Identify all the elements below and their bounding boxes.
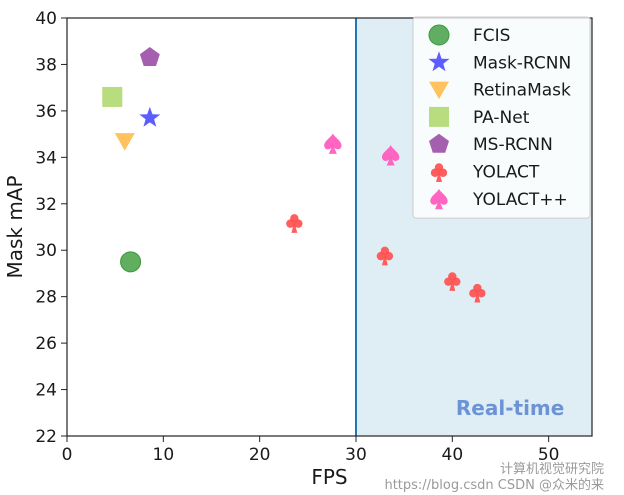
y-tick-label: 40 [35,9,57,29]
legend-marker-fcis [428,24,450,46]
axes-frame [66,17,593,437]
legend-label-retinamask: RetinaMask [473,81,571,101]
realtime-label: Real-time [456,396,564,420]
watermark-line1: 计算机视觉研究院 [500,462,604,477]
y-tick-label: 28 [35,288,57,308]
x-tick-label: 30 [345,445,367,465]
legend-label-yolactplusplus: YOLACT++ [472,190,568,210]
x-tick-label: 40 [442,445,464,465]
legend-marker-pa-net [429,106,449,127]
data-point-mask-rcnn [139,106,161,127]
y-tick-label: 30 [35,241,57,261]
legend-label-fcis: FCIS [473,26,510,46]
watermark-line2: https://blog.csdn CSDN @众米的来 [384,477,604,493]
y-axis-label: Mask mAP [3,175,27,278]
x-tick-label: 0 [62,445,73,465]
legend-marker-ms-rcnn [429,133,449,153]
legend-marker-mask-rcnn [428,51,450,72]
x-tick-label: 10 [153,445,175,465]
legend-marker-yolact [430,163,448,182]
y-tick-label: 22 [35,427,57,447]
data-point-pa-net [102,86,123,107]
data-point-yolact [376,246,394,266]
legend-marker-yolactplusplus [430,188,448,210]
y-tick-label: 26 [35,334,57,354]
legend-marker-retinamask [429,81,449,100]
data-point-ms-rcnn [139,47,160,66]
legend: FCIS Mask-RCNN RetinaMask PA-Net MS-RCNN YOLA… [412,16,591,219]
x-axis-label: FPS [311,465,347,489]
legend-label-pa-net: PA-Net [473,108,530,128]
data-point-yolact [444,272,461,291]
y-tick-label: 24 [35,381,57,401]
x-tick-label: 50 [538,445,560,465]
legend-label-mask-rcnn: Mask-RCNN [473,53,571,73]
data-point-yolactplusplus [381,145,400,166]
data-point-yolactplusplus [324,133,342,154]
y-tick-label: 34 [35,148,57,168]
data-point-retinamask [114,133,135,151]
data-point-fcis [120,251,142,273]
y-tick-label: 32 [35,195,57,215]
y-tick-label: 38 [35,55,57,75]
legend-label-yolact: YOLACT [472,163,540,183]
x-tick-label: 20 [249,445,271,465]
y-tick-label: 36 [35,102,57,122]
legend-label-ms-rcnn: MS-RCNN [473,135,553,155]
data-point-yolact [469,283,486,303]
legend-box [412,16,591,219]
data-point-yolact [286,214,303,233]
